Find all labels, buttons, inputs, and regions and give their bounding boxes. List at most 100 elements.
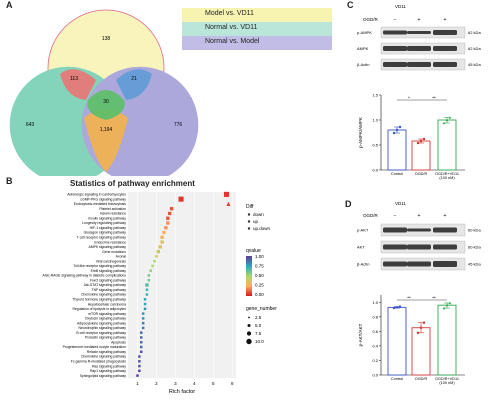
pathway-label: Relaxin signaling pathway xyxy=(87,350,127,354)
pathway-label: Chemokine signaling pathway xyxy=(81,293,126,297)
gene-legend-item: 7.5 xyxy=(255,331,262,336)
data-point xyxy=(422,321,426,324)
data-point xyxy=(392,131,396,135)
diff-legend-item: up xyxy=(253,219,259,224)
pathway-label: Hepatocellular carcinoma xyxy=(88,302,126,306)
pathway-point xyxy=(138,369,141,373)
legend-swatch-normal-vd11 xyxy=(182,22,332,36)
pathway-label: TNF signaling pathway xyxy=(92,288,127,292)
enrichment-x-tick: 3 xyxy=(174,381,177,386)
x-category-label: OGD/R+VD11 xyxy=(435,172,459,176)
pathway-label: Chemokine signaling pathway xyxy=(81,355,126,359)
pathway-label: Insulin resistance xyxy=(100,212,126,216)
venn-diagram: 138 113 21 30 643 1,194 776 xyxy=(9,9,199,176)
bar xyxy=(387,306,407,376)
pathway-point xyxy=(166,221,170,225)
data-point xyxy=(422,137,426,141)
pathway-label: Axonal xyxy=(116,255,127,259)
diff-legend-item: up.down xyxy=(253,226,271,231)
ogdr-label: OGD/R xyxy=(363,213,379,218)
ogdr-sign: + xyxy=(418,17,421,23)
pathway-label: Toll-like receptor signaling pathway xyxy=(73,264,126,268)
legend-swatch-normal-model xyxy=(182,36,332,50)
enrichment-x-tick: 4 xyxy=(193,381,196,386)
x-category-label: Control xyxy=(391,172,403,176)
legend-label-normal-vd11: Normal vs. VD11 xyxy=(205,24,258,31)
y-axis-label: p-AKT/AKT xyxy=(358,323,363,346)
pathway-point xyxy=(138,364,141,368)
data-point xyxy=(419,326,423,329)
panel-d: VD11 OGD/R − + + p-AKT 60 kDa AKT 60 kDa β-Actin 4… xyxy=(355,199,500,400)
blot-band xyxy=(383,46,407,51)
data-point xyxy=(448,301,452,305)
blot-protein-label: β-Actin xyxy=(357,262,370,267)
pathway-point xyxy=(138,360,141,363)
pathway-point xyxy=(138,355,141,358)
legend-label-model-vd11: Model vs. VD11 xyxy=(205,10,254,17)
pathway-label: Endocrine resistance xyxy=(94,240,126,244)
venn-count-right-only: 776 xyxy=(174,122,183,128)
venn-overlap-top-left xyxy=(60,69,96,100)
venn-overlap-center xyxy=(87,90,125,120)
blot-band xyxy=(407,31,431,34)
pathway-label: Progesterone-mediated oocyte maturation xyxy=(63,345,126,349)
enrichment-x-tick: 2 xyxy=(155,381,158,386)
blot-band xyxy=(407,46,431,51)
diff-legend-item: down xyxy=(253,212,264,217)
pathway-label: B cell receptor signaling pathway xyxy=(76,331,126,335)
pathway-point xyxy=(223,191,230,197)
pathway-point xyxy=(147,278,151,282)
pathway-point xyxy=(160,240,164,244)
qvalue-legend-tick: 0.50 xyxy=(255,273,264,278)
enrichment-plot-background xyxy=(128,192,236,378)
pathway-point xyxy=(158,245,162,249)
blot-protein-label: AKT xyxy=(357,245,365,250)
gene-legend-item: 10.0 xyxy=(255,339,264,344)
data-point xyxy=(398,125,402,129)
panel-c-figure: VD11 OGD/R − + + p-AMPK 62 kDa AMPK 62 kDa β-Acti… xyxy=(357,4,481,180)
blot-kda-label: 45 kDa xyxy=(468,262,481,267)
pathway-label: Platelet activation xyxy=(99,207,126,211)
blot-kda-label: 60 kDa xyxy=(468,245,481,250)
qvalue-legend-tick: 0.75 xyxy=(255,264,264,269)
diff-legend-title: Diff xyxy=(246,204,254,210)
pathway-point xyxy=(160,235,164,239)
y-tick-label: 1.0 xyxy=(372,118,378,123)
pathway-point xyxy=(151,264,154,268)
qvalue-legend-tick: 1.00 xyxy=(255,254,264,259)
pathway-label: Jak-STAT signaling pathway xyxy=(84,283,127,287)
pathway-label: Sphingolipid signaling pathway xyxy=(80,374,127,378)
panel-c: VD11 OGD/R − + + p-AMPK 62 kDa AMPK 62 kDa β-Acti… xyxy=(355,0,500,198)
pathway-point xyxy=(140,350,143,354)
pathway-point xyxy=(149,269,152,272)
x-category-label: OGD/R xyxy=(415,377,428,381)
pathway-point xyxy=(140,331,143,334)
blot-band xyxy=(383,227,407,233)
panel-label-c: C xyxy=(347,0,354,10)
data-point xyxy=(395,306,399,309)
ogdr-sign: − xyxy=(394,17,397,23)
blot-protein-label: β-Actin xyxy=(357,62,370,67)
bar xyxy=(437,304,457,376)
x-category-label-sub: (100 nM) xyxy=(439,381,455,385)
pathway-point xyxy=(140,336,143,339)
pathway-label: Ras signaling pathway xyxy=(92,364,126,368)
gene-legend-marker xyxy=(248,316,250,319)
venn-count-center: 30 xyxy=(103,99,109,105)
pathway-point xyxy=(143,298,147,301)
y-tick-label: 1.0 xyxy=(372,300,378,305)
blot-band xyxy=(433,244,457,250)
ogdr-sign: − xyxy=(394,213,397,219)
pathway-point xyxy=(178,196,184,202)
pathway-label: Viral carcinogenesis xyxy=(96,259,127,263)
pathway-label: AMPK signaling pathway xyxy=(88,245,126,249)
panel-label-a: A xyxy=(6,0,13,10)
y-tick-label: 0.5 xyxy=(372,143,378,148)
pathway-point xyxy=(140,345,143,349)
pathway-label: Apoptosis xyxy=(111,340,126,344)
data-point xyxy=(445,303,449,307)
qvalue-legend-tick: 0.00 xyxy=(255,292,264,297)
pathway-point xyxy=(143,302,147,306)
ogdr-sign: + xyxy=(444,213,447,219)
x-category-label: OGD/R xyxy=(415,172,428,176)
